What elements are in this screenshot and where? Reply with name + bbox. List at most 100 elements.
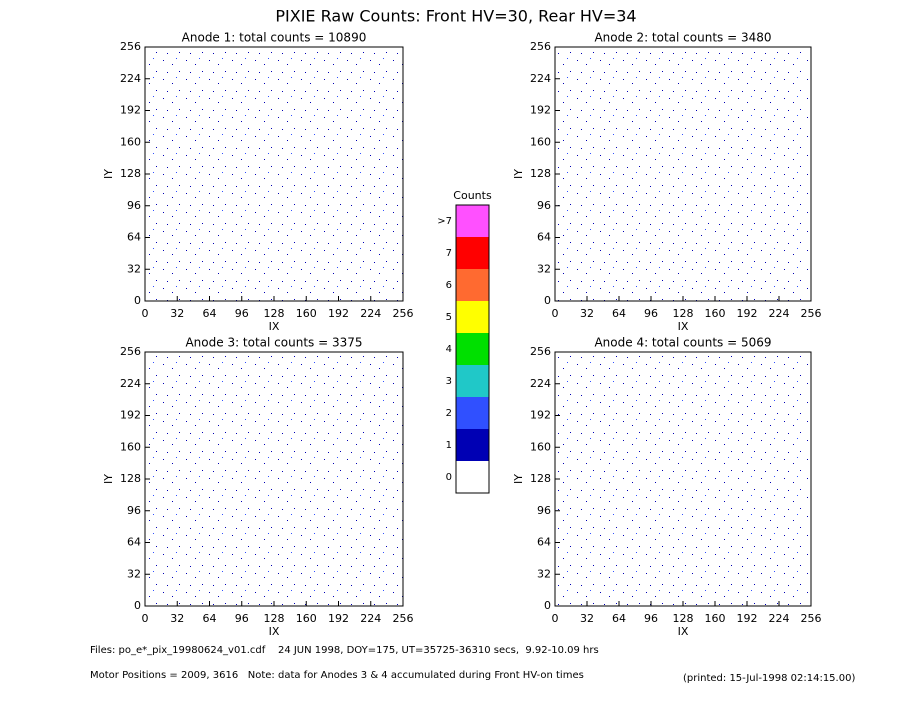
- y-tick-label: 224: [120, 377, 141, 390]
- colorbar-swatch: [456, 365, 489, 397]
- footer-files: Files: po_e*_pix_19980624_v01.cdf 24 JUN…: [90, 645, 599, 656]
- colorbar-label: 0: [446, 472, 452, 483]
- x-tick-label: 0: [552, 307, 559, 320]
- x-axis-label: IX: [269, 320, 280, 333]
- footer-printed: (printed: 15-Jul-1998 02:14:15.00): [683, 673, 855, 684]
- colorbar-swatch: [456, 397, 489, 429]
- colorbar-swatch: [456, 269, 489, 301]
- y-tick-label: 256: [120, 40, 141, 53]
- x-tick-label: 256: [393, 612, 414, 625]
- x-tick-label: 128: [673, 612, 694, 625]
- x-tick-label: 96: [235, 307, 249, 320]
- x-tick-label: 0: [552, 612, 559, 625]
- colorbar-label: 5: [446, 312, 452, 323]
- x-tick-label: 64: [203, 612, 217, 625]
- y-tick-label: 224: [530, 72, 551, 85]
- count-texture: [555, 47, 811, 301]
- y-axis-label: IY: [512, 474, 525, 484]
- x-tick-label: 192: [737, 307, 758, 320]
- y-tick-label: 0: [544, 294, 551, 307]
- y-axis-label: IY: [512, 169, 525, 179]
- page-title: PIXIE Raw Counts: Front HV=30, Rear HV=3…: [275, 7, 636, 26]
- x-tick-label: 224: [360, 307, 381, 320]
- colorbar-swatch: [456, 205, 489, 237]
- y-tick-label: 256: [120, 345, 141, 358]
- y-axis-label: IY: [102, 474, 115, 484]
- colorbar-swatch: [456, 301, 489, 333]
- panel-title: Anode 1: total counts = 10890: [182, 31, 367, 45]
- x-tick-label: 160: [296, 307, 317, 320]
- y-axis-label: IY: [102, 169, 115, 179]
- y-tick-label: 224: [120, 72, 141, 85]
- colorbar-swatch: [456, 237, 489, 269]
- x-tick-label: 256: [393, 307, 414, 320]
- y-tick-label: 128: [530, 472, 551, 485]
- y-tick-label: 32: [127, 567, 141, 580]
- y-tick-label: 96: [127, 504, 141, 517]
- colorbar-swatch: [456, 429, 489, 461]
- y-tick-label: 192: [530, 104, 551, 117]
- count-texture: [145, 47, 403, 301]
- x-axis-label: IX: [678, 320, 689, 333]
- panel-title: Anode 3: total counts = 3375: [185, 336, 362, 350]
- footer-motor: Motor Positions = 2009, 3616 Note: data …: [90, 670, 584, 681]
- x-tick-label: 128: [264, 307, 285, 320]
- colorbar-frame: [455, 204, 490, 494]
- x-tick-label: 64: [612, 307, 626, 320]
- y-tick-label: 32: [537, 262, 551, 275]
- y-tick-label: 128: [530, 167, 551, 180]
- count-texture: [555, 352, 811, 606]
- colorbar-swatch: [456, 461, 489, 493]
- x-tick-label: 32: [580, 307, 594, 320]
- y-tick-label: 160: [530, 440, 551, 453]
- y-tick-label: 128: [120, 472, 141, 485]
- x-tick-label: 0: [142, 612, 149, 625]
- y-tick-label: 0: [134, 294, 141, 307]
- y-tick-label: 160: [530, 135, 551, 148]
- y-tick-label: 224: [530, 377, 551, 390]
- colorbar-label: 2: [446, 408, 452, 419]
- x-tick-label: 64: [612, 612, 626, 625]
- x-tick-label: 160: [705, 307, 726, 320]
- y-tick-label: 64: [537, 231, 551, 244]
- colorbar-label: 3: [446, 376, 452, 387]
- x-tick-label: 224: [769, 307, 790, 320]
- y-tick-label: 96: [537, 199, 551, 212]
- x-tick-label: 128: [264, 612, 285, 625]
- x-tick-label: 224: [769, 612, 790, 625]
- x-tick-label: 32: [170, 307, 184, 320]
- x-axis-label: IX: [269, 625, 280, 638]
- x-tick-label: 192: [328, 307, 349, 320]
- y-tick-label: 64: [127, 536, 141, 549]
- x-tick-label: 192: [328, 612, 349, 625]
- x-tick-label: 96: [644, 612, 658, 625]
- x-tick-label: 96: [235, 612, 249, 625]
- y-tick-label: 192: [530, 409, 551, 422]
- x-tick-label: 32: [580, 612, 594, 625]
- y-tick-label: 256: [530, 40, 551, 53]
- y-tick-label: 64: [537, 536, 551, 549]
- colorbar-label: 1: [446, 440, 452, 451]
- y-tick-label: 0: [134, 599, 141, 612]
- x-tick-label: 256: [801, 307, 822, 320]
- y-tick-label: 256: [530, 345, 551, 358]
- colorbar-swatch: [456, 333, 489, 365]
- x-axis-label: IX: [678, 625, 689, 638]
- x-tick-label: 128: [673, 307, 694, 320]
- x-tick-label: 0: [142, 307, 149, 320]
- x-tick-label: 160: [705, 612, 726, 625]
- colorbar-title: Counts: [453, 189, 492, 202]
- y-tick-label: 32: [127, 262, 141, 275]
- y-tick-label: 96: [537, 504, 551, 517]
- x-tick-label: 192: [737, 612, 758, 625]
- panel-title: Anode 2: total counts = 3480: [594, 31, 771, 45]
- x-tick-label: 32: [170, 612, 184, 625]
- x-tick-label: 160: [296, 612, 317, 625]
- y-tick-label: 128: [120, 167, 141, 180]
- colorbar-label: 4: [446, 344, 452, 355]
- colorbar-label: >7: [437, 216, 452, 227]
- colorbar-label: 6: [446, 280, 452, 291]
- colorbar-label: 7: [446, 248, 452, 259]
- y-tick-label: 160: [120, 440, 141, 453]
